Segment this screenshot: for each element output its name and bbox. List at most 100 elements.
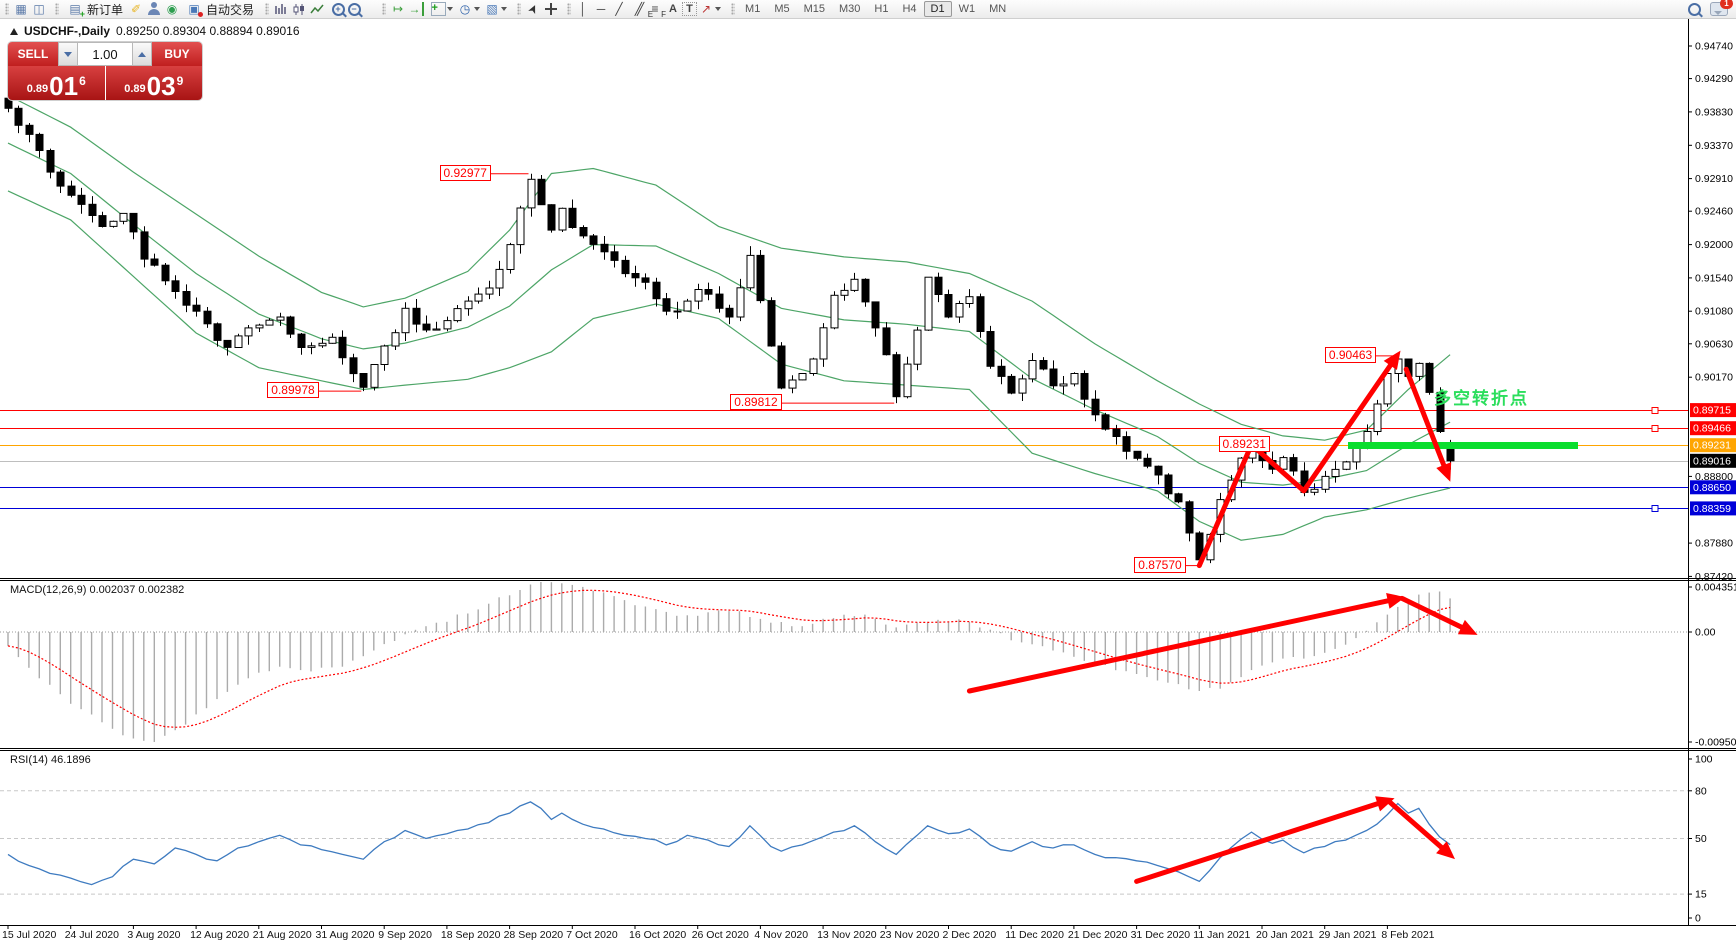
auto-scroll-icon[interactable]: ↦: [393, 2, 404, 16]
notifications-icon[interactable]: 1: [1710, 0, 1733, 16]
timeframe-button-m30[interactable]: M30: [839, 3, 861, 15]
signals-icon[interactable]: ◉: [166, 2, 178, 16]
turning-point-level-line[interactable]: [1348, 442, 1578, 449]
price-line-label: 0.89231: [1693, 440, 1731, 452]
tile-windows-icon[interactable]: [362, 1, 375, 17]
channel-tool-icon[interactable]: ╱╱ E: [634, 2, 653, 19]
annotation-connectors: [318, 173, 1396, 567]
triangle-down-icon: [64, 51, 72, 57]
macd-trend-arrows[interactable]: [966, 593, 1478, 694]
price-annotation-label[interactable]: 0.89812: [730, 394, 782, 411]
price-axis-label: 0.92910: [1695, 173, 1733, 185]
templates-icon[interactable]: ▧: [486, 2, 498, 16]
date-axis-label: 21 Aug 2020: [253, 929, 312, 941]
trendline-tool-icon[interactable]: ╱: [615, 2, 623, 16]
bar-chart-icon[interactable]: [272, 1, 290, 17]
buy-button[interactable]: BUY: [152, 42, 202, 66]
date-axis-label: 13 Nov 2020: [817, 929, 877, 941]
crosshair-icon[interactable]: [542, 1, 560, 17]
search-icon[interactable]: [1686, 1, 1702, 17]
price-axis-label: 0.87880: [1695, 538, 1733, 550]
sell-price-pip: 6: [79, 74, 86, 88]
price-annotation-label[interactable]: 0.89978: [267, 382, 319, 399]
horizontal-line-tool-icon[interactable]: ─: [596, 2, 606, 16]
toolbar-grip[interactable]: [265, 3, 270, 15]
chart-ohlc-values: 0.89250 0.89304 0.88894 0.89016: [116, 24, 300, 38]
timeframe-button-w1[interactable]: W1: [958, 3, 976, 15]
price-annotation-label[interactable]: 0.87570: [1134, 556, 1186, 573]
turning-point-annotation[interactable]: 多空转折点: [1434, 389, 1529, 408]
volume-increase-button[interactable]: [132, 42, 152, 66]
candlestick-chart-icon[interactable]: [290, 1, 308, 17]
price-axis-label: 0.93370: [1695, 140, 1733, 152]
rsi-trend-arrows[interactable]: [1134, 796, 1455, 884]
zoom-in-icon[interactable]: +: [330, 1, 346, 17]
toolbar-grip[interactable]: [517, 3, 522, 15]
auto-trading-label: 自动交易: [206, 2, 255, 17]
collapse-panel-icon[interactable]: [10, 27, 18, 35]
price-axis: 0.94740 0.94290 0.93830 0.93370 0.92910 0.924…: [1688, 41, 1736, 583]
arrows-dropdown-caret[interactable]: [715, 7, 722, 11]
toolbar-grip[interactable]: [731, 3, 736, 15]
price-line-label: 0.89016: [1693, 455, 1731, 467]
rsi-axis-label: 50: [1695, 833, 1707, 845]
rsi-line: [7, 801, 1451, 886]
zoom-out-icon[interactable]: −: [346, 1, 362, 17]
sell-button[interactable]: SELL: [8, 42, 58, 66]
rsi-axis-label: 100: [1695, 754, 1713, 766]
text-tool-icon[interactable]: A: [669, 3, 677, 15]
toolbar-grip[interactable]: [382, 3, 387, 15]
bollinger-lower: [7, 190, 1451, 541]
buy-price[interactable]: 0.89 03 9: [105, 66, 202, 100]
periods-icon[interactable]: ◷: [459, 2, 471, 16]
auto-trading-button[interactable]: ▣ 自动交易: [181, 1, 258, 18]
timeframe-button-mn[interactable]: MN: [989, 3, 1007, 15]
toolbar-grip[interactable]: [5, 3, 9, 15]
charts-profile-icon[interactable]: ▦: [15, 2, 27, 16]
horizontal-price-lines[interactable]: [0, 407, 1688, 512]
periods-dropdown-caret[interactable]: [474, 7, 481, 11]
timeframe-button-m1[interactable]: M1: [745, 3, 761, 15]
data-window-icon[interactable]: ◫: [33, 2, 45, 16]
price-axis-label: 0.90170: [1695, 372, 1733, 384]
trend-arrows[interactable]: [1196, 350, 1452, 569]
date-axis-label: 18 Sep 2020: [441, 929, 501, 941]
templates-dropdown-caret[interactable]: [501, 7, 508, 11]
price-annotation-label[interactable]: 0.89231: [1218, 436, 1270, 453]
sell-price[interactable]: 0.89 01 6: [8, 66, 105, 100]
timeframe-button-h4[interactable]: H4: [902, 3, 917, 15]
arrows-tool-icon[interactable]: ↗: [701, 2, 712, 16]
rsi-axis-label: 0: [1695, 913, 1701, 925]
date-axis-label: 3 Aug 2020: [127, 929, 180, 941]
line-chart-icon[interactable]: [308, 1, 326, 17]
price-line-label: 0.88650: [1693, 482, 1731, 494]
price-annotation-label[interactable]: 0.90463: [1324, 346, 1377, 363]
toolbar-grip[interactable]: [55, 3, 59, 15]
date-axis-label: 24 Jul 2020: [65, 929, 119, 941]
vertical-line-tool-icon[interactable]: │: [579, 2, 587, 16]
timeframe-button-h1[interactable]: H1: [874, 3, 889, 15]
triangle-up-icon: [138, 51, 146, 57]
indicators-dropdown-caret[interactable]: [447, 7, 454, 11]
price-annotation-label[interactable]: 0.92977: [439, 164, 491, 181]
cursor-icon[interactable]: ➤: [524, 1, 542, 17]
timeframe-button-m5[interactable]: M5: [774, 3, 790, 15]
chart-shift-icon[interactable]: →: [407, 1, 425, 17]
indicators-list-icon[interactable]: +: [429, 1, 447, 17]
timeframe-button-m15[interactable]: M15: [803, 3, 825, 15]
toolbar-grip[interactable]: [567, 3, 572, 15]
new-order-button[interactable]: ▤ + 新订单: [62, 1, 127, 19]
highlighter-icon[interactable]: ✐: [130, 2, 142, 16]
fibonacci-tool-icon[interactable]: ≡ F: [651, 2, 667, 19]
strategy-tester-icon[interactable]: [145, 1, 163, 17]
volume-decrease-button[interactable]: [58, 42, 78, 66]
main-toolbar: ▦ ◫ ▤ + 新订单 ✐ ◉ ▣ 自动交易: [0, 0, 1736, 19]
text-label-tool-icon[interactable]: T: [682, 2, 698, 16]
date-axis-label: 8 Feb 2021: [1381, 929, 1434, 941]
macd-axis-label: 0.004351: [1695, 582, 1736, 594]
timeframe-button-d1[interactable]: D1: [923, 1, 952, 17]
volume-input[interactable]: 1.00: [78, 42, 132, 66]
macd-axis-label: 0.00: [1695, 627, 1716, 639]
